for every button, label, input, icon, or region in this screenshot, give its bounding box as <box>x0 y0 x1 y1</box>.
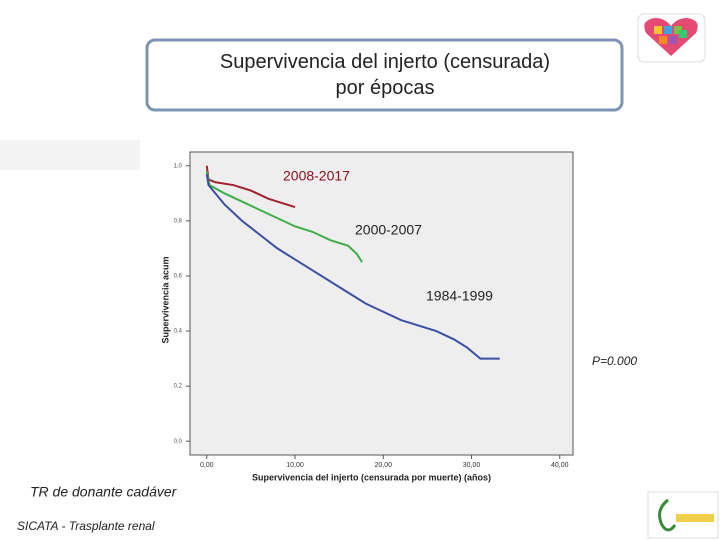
x-tick-label: 20,00 <box>374 462 392 469</box>
series-label: 2000-2007 <box>355 222 422 238</box>
x-tick-label: 40,00 <box>551 462 569 469</box>
series-label: 2008-2017 <box>283 168 350 184</box>
x-tick-label: 10,00 <box>286 462 304 469</box>
km-curve <box>205 171 363 263</box>
plot-area <box>189 151 574 456</box>
series-label: 1984-1999 <box>426 288 493 304</box>
y-tick-label: 0,0 <box>174 439 183 445</box>
footer: SICATA - Trasplante renal <box>17 519 155 533</box>
chart-title: Supervivencia del injerto (censurada) po… <box>219 51 551 99</box>
km-curve <box>205 165 296 209</box>
x-axis-label: Supervivencia del injerto (censurada por… <box>252 472 491 482</box>
x-tick-label: 0,00 <box>200 462 214 469</box>
shade <box>0 140 140 170</box>
km-curve <box>205 173 500 360</box>
y-tick-label: 0,8 <box>174 218 183 224</box>
y-tick-label: 0,4 <box>174 329 183 335</box>
p-value: P=0.000 <box>592 354 637 368</box>
nefrologia-logo <box>647 491 719 539</box>
y-tick-label: 0,2 <box>174 384 183 390</box>
y-axis-label: Supervivencia acum <box>160 256 170 343</box>
y-tick-label: 1,0 <box>174 163 183 169</box>
y-tick-label: 0,6 <box>174 274 183 280</box>
subtitle: TR de donante cadáver <box>30 484 178 500</box>
heart-logo <box>637 13 706 63</box>
x-tick-label: 30,00 <box>463 462 481 469</box>
title-box <box>145 38 624 112</box>
